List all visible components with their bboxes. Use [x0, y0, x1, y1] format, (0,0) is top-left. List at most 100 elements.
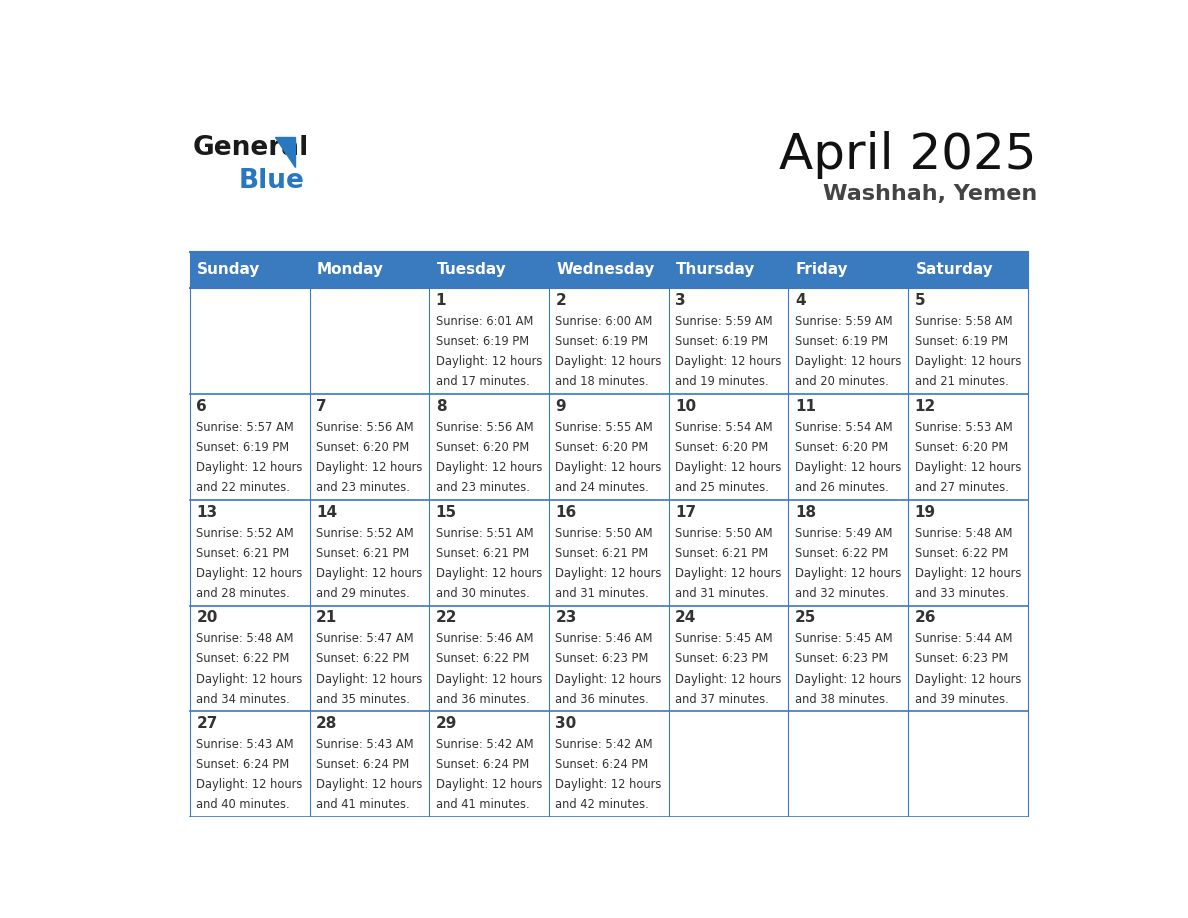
Text: and 36 minutes.: and 36 minutes. [436, 693, 530, 706]
Text: and 27 minutes.: and 27 minutes. [915, 481, 1009, 494]
Bar [669, 288, 789, 394]
Text: Sunset: 6:24 PM: Sunset: 6:24 PM [436, 758, 529, 771]
Text: Sunrise: 5:55 AM: Sunrise: 5:55 AM [556, 420, 653, 434]
Text: Sunrise: 5:42 AM: Sunrise: 5:42 AM [436, 738, 533, 751]
Text: Sunset: 6:20 PM: Sunset: 6:20 PM [915, 441, 1007, 454]
Bar [669, 499, 789, 606]
Text: Sunrise: 5:48 AM: Sunrise: 5:48 AM [915, 527, 1012, 540]
Text: Sunrise: 5:46 AM: Sunrise: 5:46 AM [436, 633, 533, 645]
Bar [789, 711, 908, 817]
Text: Daylight: 12 hours: Daylight: 12 hours [556, 778, 662, 791]
Text: Daylight: 12 hours: Daylight: 12 hours [795, 566, 902, 580]
Text: Daylight: 12 hours: Daylight: 12 hours [675, 673, 782, 686]
Text: Sunrise: 5:54 AM: Sunrise: 5:54 AM [795, 420, 892, 434]
Bar [669, 711, 789, 817]
Text: Daylight: 12 hours: Daylight: 12 hours [795, 461, 902, 474]
Bar [789, 394, 908, 499]
Text: and 22 minutes.: and 22 minutes. [196, 481, 290, 494]
Text: 5: 5 [915, 293, 925, 308]
Bar [549, 288, 669, 394]
Text: and 17 minutes.: and 17 minutes. [436, 375, 530, 388]
Bar [429, 252, 549, 288]
Text: 8: 8 [436, 399, 447, 414]
Text: 9: 9 [556, 399, 565, 414]
Bar [549, 252, 669, 288]
Text: Friday: Friday [796, 263, 848, 277]
Text: Blue: Blue [239, 168, 304, 194]
Bar [789, 499, 908, 606]
Text: and 28 minutes.: and 28 minutes. [196, 587, 290, 600]
Text: Daylight: 12 hours: Daylight: 12 hours [196, 461, 303, 474]
Bar [429, 606, 549, 711]
Text: 12: 12 [915, 399, 936, 414]
Text: 2: 2 [556, 293, 567, 308]
Bar [789, 288, 908, 394]
Text: 30: 30 [556, 716, 576, 732]
Bar [669, 252, 789, 288]
Text: 23: 23 [556, 610, 577, 625]
Bar [549, 394, 669, 499]
Polygon shape [274, 137, 295, 167]
Text: Sunset: 6:19 PM: Sunset: 6:19 PM [795, 335, 887, 348]
Bar [908, 288, 1028, 394]
Text: 19: 19 [915, 505, 936, 520]
Bar [549, 711, 669, 817]
Text: 16: 16 [556, 505, 576, 520]
Text: Daylight: 12 hours: Daylight: 12 hours [675, 461, 782, 474]
Text: 24: 24 [675, 610, 696, 625]
Text: Sunrise: 5:59 AM: Sunrise: 5:59 AM [675, 315, 772, 328]
Text: Sunset: 6:24 PM: Sunset: 6:24 PM [556, 758, 649, 771]
Bar [549, 499, 669, 606]
Text: and 20 minutes.: and 20 minutes. [795, 375, 889, 388]
Text: 27: 27 [196, 716, 217, 732]
Text: Daylight: 12 hours: Daylight: 12 hours [316, 461, 423, 474]
Text: Daylight: 12 hours: Daylight: 12 hours [915, 566, 1020, 580]
Text: Sunrise: 6:01 AM: Sunrise: 6:01 AM [436, 315, 533, 328]
Text: Sunset: 6:21 PM: Sunset: 6:21 PM [316, 547, 410, 560]
Text: and 30 minutes.: and 30 minutes. [436, 587, 530, 600]
Text: Sunrise: 5:45 AM: Sunrise: 5:45 AM [795, 633, 892, 645]
Bar [190, 606, 310, 711]
Text: Daylight: 12 hours: Daylight: 12 hours [436, 566, 542, 580]
Text: Sunrise: 5:50 AM: Sunrise: 5:50 AM [675, 527, 772, 540]
Text: 4: 4 [795, 293, 805, 308]
Text: Sunrise: 5:57 AM: Sunrise: 5:57 AM [196, 420, 295, 434]
Text: and 42 minutes.: and 42 minutes. [556, 799, 649, 812]
Text: Sunset: 6:20 PM: Sunset: 6:20 PM [795, 441, 889, 454]
Bar [789, 252, 908, 288]
Text: and 39 minutes.: and 39 minutes. [915, 693, 1009, 706]
Text: Sunrise: 5:54 AM: Sunrise: 5:54 AM [675, 420, 772, 434]
Text: Daylight: 12 hours: Daylight: 12 hours [196, 778, 303, 791]
Bar [669, 394, 789, 499]
Text: Sunset: 6:22 PM: Sunset: 6:22 PM [795, 547, 889, 560]
Text: Daylight: 12 hours: Daylight: 12 hours [556, 566, 662, 580]
Bar [310, 252, 429, 288]
Text: and 32 minutes.: and 32 minutes. [795, 587, 889, 600]
Text: and 19 minutes.: and 19 minutes. [675, 375, 769, 388]
Text: Daylight: 12 hours: Daylight: 12 hours [316, 778, 423, 791]
Bar [190, 394, 310, 499]
Text: 15: 15 [436, 505, 457, 520]
Text: and 25 minutes.: and 25 minutes. [675, 481, 769, 494]
Text: and 36 minutes.: and 36 minutes. [556, 693, 649, 706]
Bar [908, 606, 1028, 711]
Bar [908, 394, 1028, 499]
Text: and 35 minutes.: and 35 minutes. [316, 693, 410, 706]
Text: 26: 26 [915, 610, 936, 625]
Text: 10: 10 [675, 399, 696, 414]
Bar [908, 252, 1028, 288]
Text: Sunset: 6:19 PM: Sunset: 6:19 PM [915, 335, 1007, 348]
Text: and 23 minutes.: and 23 minutes. [436, 481, 530, 494]
Text: Sunset: 6:21 PM: Sunset: 6:21 PM [436, 547, 529, 560]
Text: Sunrise: 5:43 AM: Sunrise: 5:43 AM [196, 738, 293, 751]
Text: and 33 minutes.: and 33 minutes. [915, 587, 1009, 600]
Text: Sunset: 6:20 PM: Sunset: 6:20 PM [316, 441, 410, 454]
Text: Monday: Monday [317, 263, 384, 277]
Text: and 18 minutes.: and 18 minutes. [556, 375, 649, 388]
Text: Daylight: 12 hours: Daylight: 12 hours [316, 566, 423, 580]
Text: Sunrise: 5:52 AM: Sunrise: 5:52 AM [196, 527, 295, 540]
Bar [669, 606, 789, 711]
Text: Sunset: 6:23 PM: Sunset: 6:23 PM [556, 653, 649, 666]
Text: 3: 3 [675, 293, 685, 308]
Text: 28: 28 [316, 716, 337, 732]
